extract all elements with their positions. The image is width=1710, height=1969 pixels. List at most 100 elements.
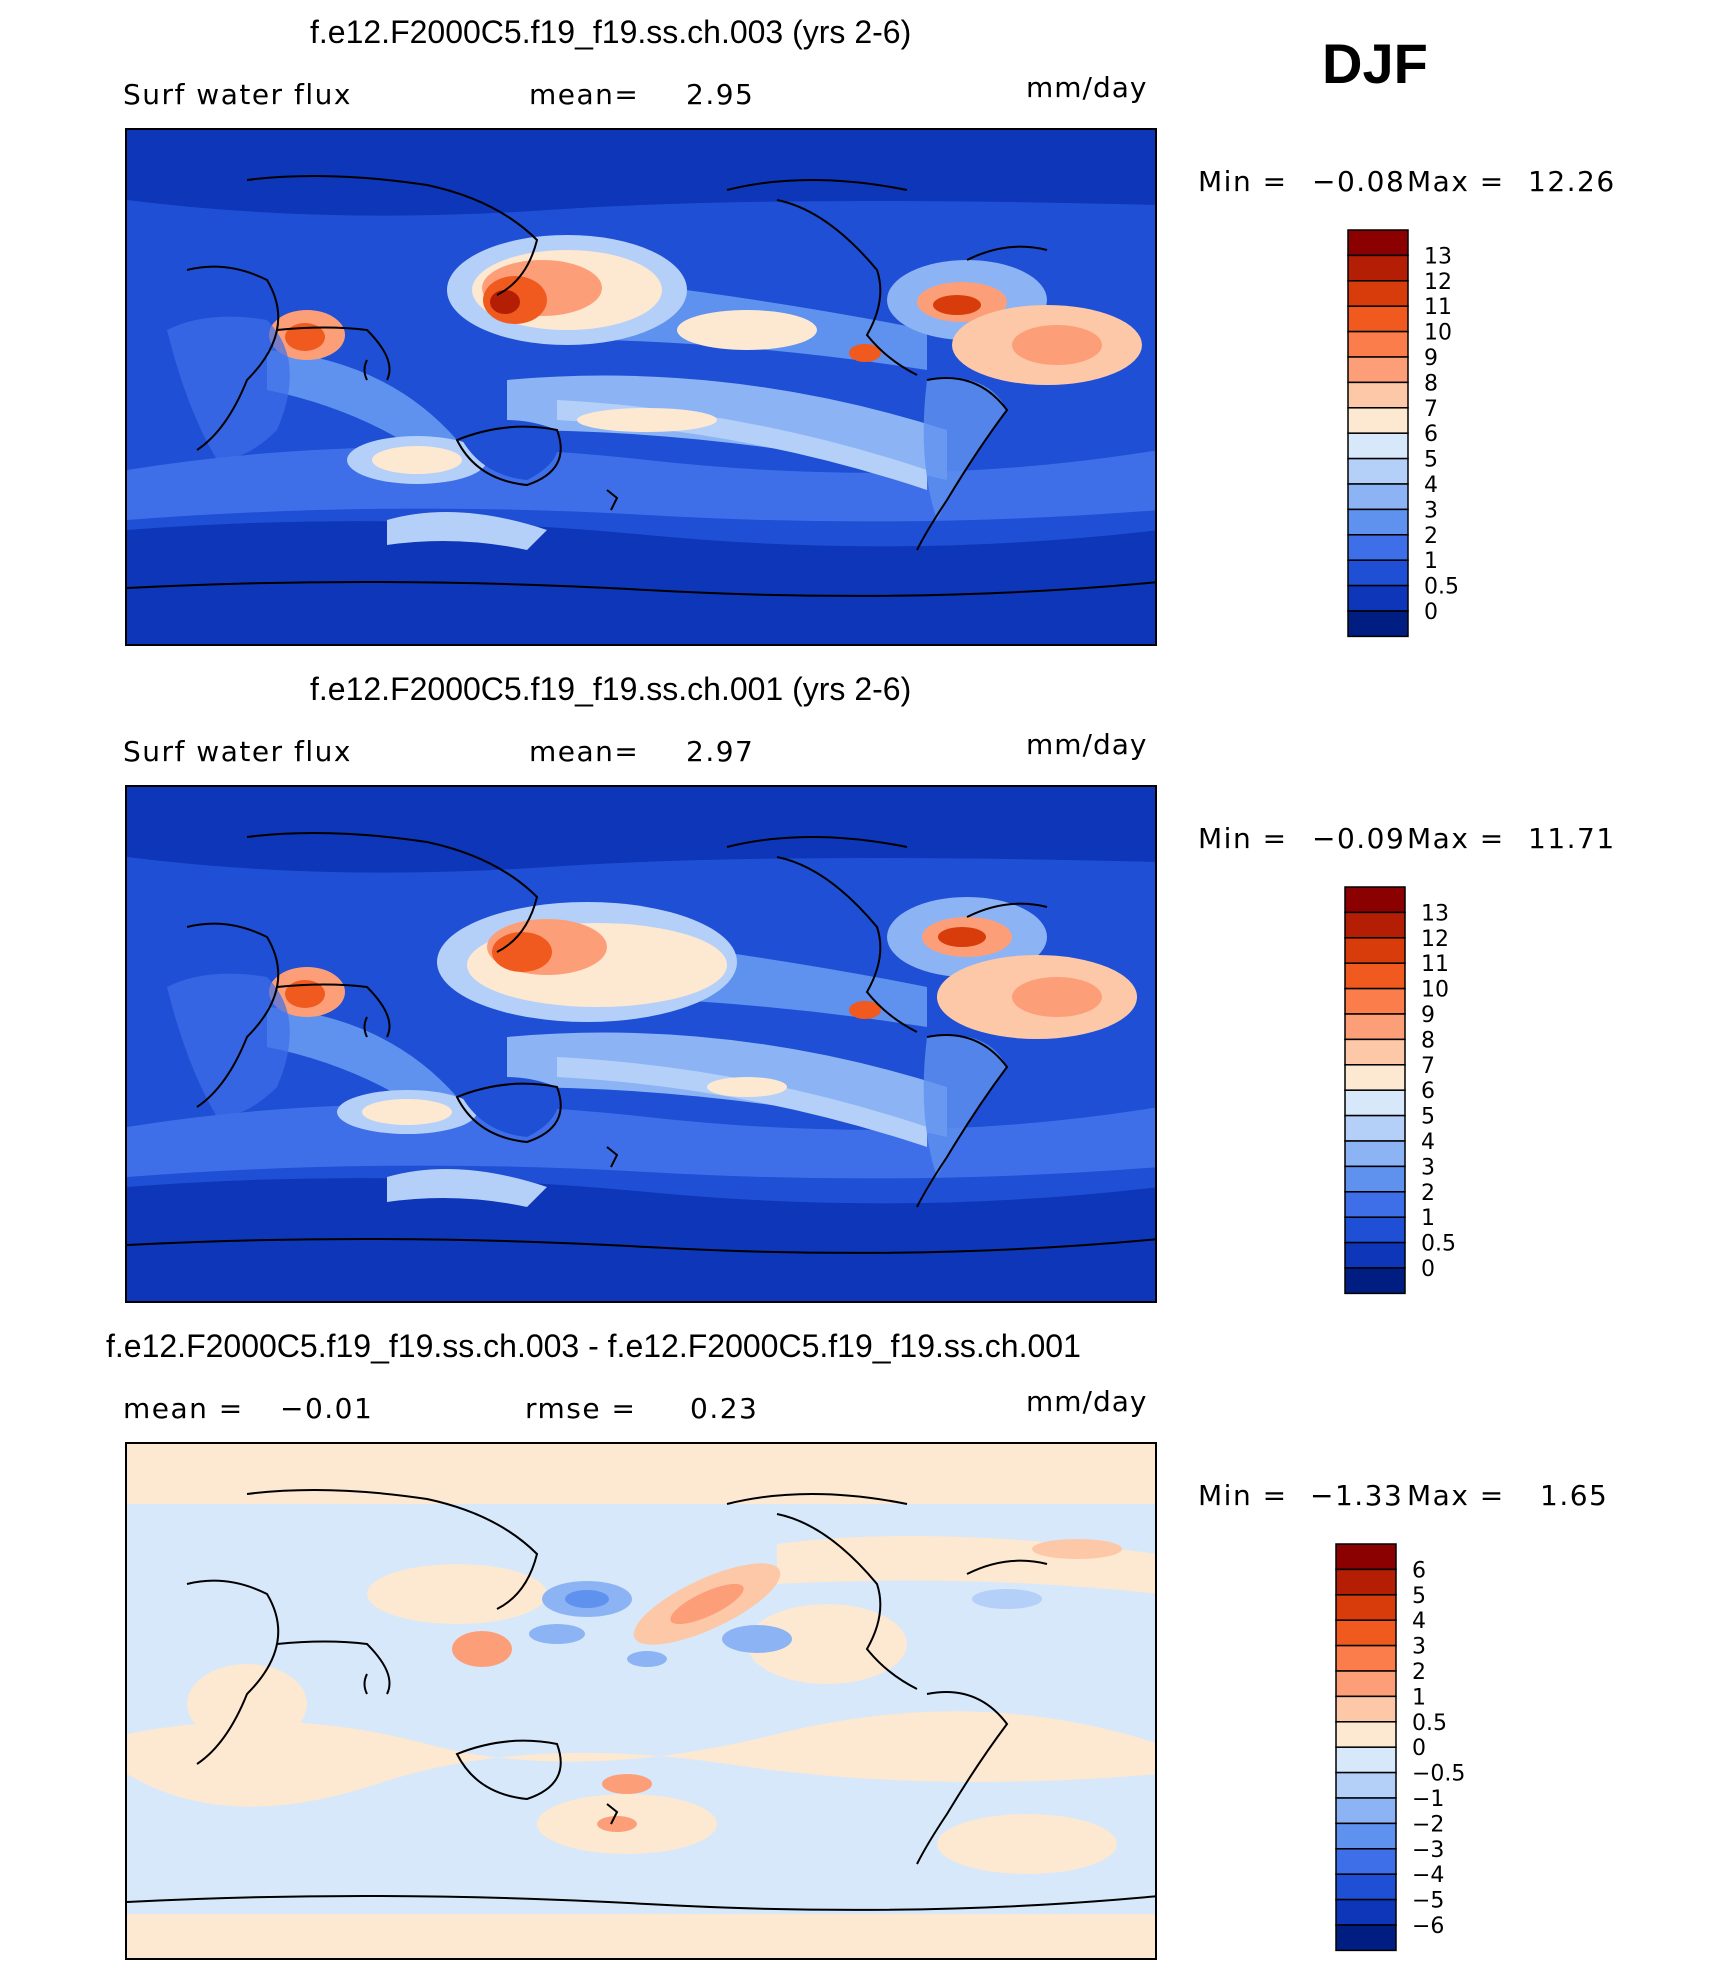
colorbar2-swatch: [1344, 1064, 1406, 1091]
panel2-units: mm/day: [1026, 728, 1148, 761]
colorbar1-swatch: [1347, 534, 1409, 561]
colorbar3-tick-label: 2: [1412, 1660, 1426, 1685]
colorbar3-swatch: [1335, 1898, 1397, 1926]
colorbar1-swatch: [1347, 280, 1409, 307]
panel1-units: mm/day: [1026, 71, 1148, 104]
colorbar2-tick-label: 1: [1421, 1206, 1435, 1231]
colorbar3-swatch: [1335, 1695, 1397, 1723]
colorbar3-tick-label: −6: [1412, 1914, 1444, 1939]
colorbar1-tick-label: 6: [1424, 422, 1438, 447]
panel3-min-label: Min =: [1198, 1479, 1288, 1512]
colorbar3-swatch: [1335, 1848, 1397, 1875]
colorbar1-tick-label: 2: [1424, 524, 1438, 549]
colorbar3-swatch: [1335, 1568, 1397, 1596]
colorbar1-swatch: [1347, 381, 1409, 409]
panel3-rmse-label: rmse =: [525, 1392, 637, 1425]
colorbar3-swatch: [1335, 1771, 1397, 1799]
panel2-max-value: 11.71: [1528, 822, 1616, 855]
colorbar2-swatch: [1344, 1191, 1406, 1218]
colorbar1-tick-label: 0.5: [1424, 575, 1459, 600]
colorbar3-tick-label: 0.5: [1412, 1711, 1447, 1736]
colorbar1-swatch: [1347, 584, 1409, 612]
colorbar2-tick-label: 0.5: [1421, 1232, 1456, 1257]
panel1-min-value: −0.08: [1312, 165, 1406, 198]
panel2-min-value: −0.09: [1312, 822, 1406, 855]
panel1-mean-value: 2.95: [686, 78, 755, 111]
colorbar2-swatch: [1344, 1267, 1406, 1295]
panel3-units: mm/day: [1026, 1385, 1148, 1418]
panel1-colorbar: 13 12 11 10 9 8 7 6 5 4 3 2 1 0.5 0: [1347, 229, 1488, 644]
colorbar3-swatch: [1335, 1721, 1397, 1748]
colorbar2-swatch: [1344, 1241, 1406, 1269]
colorbar1-tick-label: 8: [1424, 371, 1438, 396]
colorbar1-swatch: [1347, 483, 1409, 511]
panel3-field: [127, 1444, 1155, 1958]
panel3-mean-value: −0.01: [280, 1392, 374, 1425]
colorbar1-swatch: [1347, 559, 1409, 587]
panel1-variable-label: Surf water flux: [123, 78, 352, 111]
colorbar1-swatch: [1347, 305, 1409, 333]
colorbar3-tick-label: 6: [1412, 1558, 1426, 1583]
panel2-max-label: Max =: [1407, 822, 1505, 855]
colorbar2-swatch: [1344, 911, 1406, 939]
colorbar1-tick-label: 9: [1424, 346, 1438, 371]
colorbar2-tick-label: 9: [1421, 1003, 1435, 1028]
panel2-mean-value: 2.97: [686, 735, 755, 768]
colorbar2-tick-label: 4: [1421, 1130, 1435, 1155]
colorbar3-swatch: [1335, 1797, 1397, 1825]
colorbar3-tick-label: 3: [1412, 1635, 1426, 1660]
colorbar2-tick-label: 13: [1421, 901, 1449, 926]
colorbar1-swatch: [1347, 457, 1409, 485]
colorbar3-tick-label: 4: [1412, 1609, 1426, 1634]
colorbar1-tick-label: 7: [1424, 397, 1438, 422]
colorbar1-tick-label: 10: [1424, 321, 1452, 346]
colorbar3-tick-label: −5: [1412, 1889, 1444, 1914]
panel1-max-value: 12.26: [1528, 165, 1616, 198]
colorbar3-tick-label: 1: [1412, 1685, 1426, 1710]
colorbar1-swatch: [1347, 508, 1409, 536]
colorbar2-swatch: [1344, 1089, 1406, 1117]
panel1-min-label: Min =: [1198, 165, 1288, 198]
colorbar1-tick-label: 12: [1424, 270, 1452, 295]
panel2-mean-label: mean=: [529, 735, 640, 768]
colorbar3-swatch: [1335, 1644, 1397, 1672]
colorbar1-tick-label: 4: [1424, 473, 1438, 498]
colorbar2-swatch: [1344, 1038, 1406, 1066]
colorbar1-swatch: [1347, 356, 1409, 384]
colorbar1-swatch: [1347, 610, 1409, 638]
panel1-map: [125, 128, 1157, 646]
colorbar1-tick-label: 13: [1424, 244, 1452, 269]
colorbar1-tick-label: 5: [1424, 448, 1438, 473]
colorbar3-swatch: [1335, 1619, 1397, 1647]
colorbar2-swatch: [1344, 962, 1406, 990]
colorbar2-swatch: [1344, 886, 1406, 914]
colorbar2-swatch: [1344, 1114, 1406, 1142]
panel2-variable-label: Surf water flux: [123, 735, 352, 768]
panel3-mean-label: mean =: [123, 1392, 244, 1425]
colorbar2-swatch: [1344, 937, 1406, 964]
colorbar3-swatch: [1335, 1746, 1397, 1774]
colorbar1-tick-label: 0: [1424, 600, 1438, 625]
colorbar3-tick-label: −0.5: [1412, 1762, 1465, 1787]
panel1-mean-label: mean=: [529, 78, 640, 111]
colorbar3-tick-label: −4: [1412, 1863, 1444, 1888]
colorbar2-tick-label: 0: [1421, 1257, 1435, 1282]
colorbar2-swatch: [1344, 1140, 1406, 1168]
colorbar1-tick-label: 3: [1424, 498, 1438, 523]
colorbar2-tick-label: 3: [1421, 1155, 1435, 1180]
colorbar3-tick-label: −1: [1412, 1787, 1444, 1812]
colorbar3-swatch: [1335, 1543, 1397, 1571]
colorbar3-swatch: [1335, 1924, 1397, 1952]
colorbar2-swatch: [1344, 1165, 1406, 1193]
panel3-rmse-value: 0.23: [690, 1392, 759, 1425]
colorbar1-swatch: [1347, 330, 1409, 358]
colorbar3-swatch: [1335, 1873, 1397, 1901]
colorbar2-tick-label: 12: [1421, 927, 1449, 952]
colorbar1-swatch: [1347, 229, 1409, 257]
colorbar3-swatch: [1335, 1822, 1397, 1850]
colorbar3-tick-label: −3: [1412, 1838, 1444, 1863]
colorbar2-tick-label: 6: [1421, 1079, 1435, 1104]
panel3-max-label: Max =: [1407, 1479, 1505, 1512]
colorbar3-tick-label: −2: [1412, 1812, 1444, 1837]
panel2-title: f.e12.F2000C5.f19_f19.ss.ch.001 (yrs 2-6…: [310, 671, 912, 707]
